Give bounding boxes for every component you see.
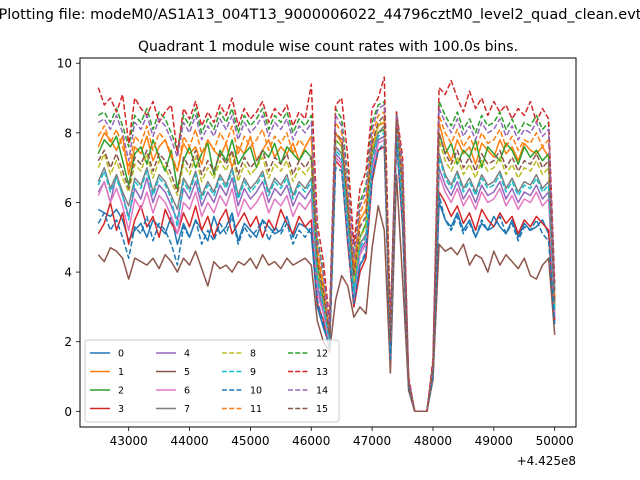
- x-tick-label: 44000: [170, 434, 208, 448]
- series-layer: [97, 76, 556, 413]
- legend-box: [84, 339, 340, 423]
- x-tick-label: 43000: [110, 434, 148, 448]
- series-line-8: [97, 118, 556, 413]
- series-line-3: [97, 139, 556, 413]
- x-tick-label: 48000: [414, 434, 452, 448]
- y-axis: 0 2 4 6 8 10: [57, 57, 80, 419]
- legend-label-15: 15: [316, 404, 328, 415]
- x-tick-label: 46000: [292, 434, 330, 448]
- series-line-10: [97, 139, 556, 413]
- x-tick-label: 47000: [353, 434, 391, 448]
- legend-label-4: 4: [184, 349, 190, 360]
- legend-label-5: 5: [184, 367, 190, 378]
- chart-title: Quadrant 1 module wise count rates with …: [138, 39, 518, 55]
- legend-label-14: 14: [316, 386, 328, 397]
- legend-label-7: 7: [184, 404, 190, 415]
- legend-label-10: 10: [250, 386, 262, 397]
- series-line-9: [97, 128, 556, 413]
- series-line-6: [97, 135, 556, 413]
- y-tick-label: 6: [64, 196, 72, 210]
- y-tick-label: 2: [64, 335, 72, 349]
- x-offset-label: +4.425e8: [517, 454, 576, 468]
- y-tick-label: 4: [64, 266, 72, 280]
- x-tick-label: 45000: [231, 434, 269, 448]
- legend-label-0: 0: [118, 349, 124, 360]
- legend-label-9: 9: [250, 367, 256, 378]
- series-line-14: [97, 104, 556, 413]
- series-line-15: [97, 114, 556, 413]
- y-tick-label: 0: [64, 405, 72, 419]
- x-axis: 43000 44000 45000 46000 47000 48000 49000 50000: [110, 427, 574, 448]
- legend-label-2: 2: [118, 386, 124, 397]
- legend-label-3: 3: [118, 404, 124, 415]
- legend-label-1: 1: [118, 367, 124, 378]
- legend-label-11: 11: [250, 404, 262, 415]
- legend-label-6: 6: [184, 386, 190, 397]
- legend-label-8: 8: [250, 349, 256, 360]
- legend-label-12: 12: [316, 349, 328, 360]
- figure-suptitle: Plotting file: modeM0/AS1A13_004T13_9000…: [0, 7, 640, 23]
- legend-label-13: 13: [316, 367, 328, 378]
- axes-frame: [79, 57, 577, 428]
- y-tick-label: 8: [64, 126, 72, 140]
- x-tick-label: 50000: [536, 434, 574, 448]
- y-tick-label: 10: [57, 57, 72, 71]
- series-line-13: [97, 76, 556, 413]
- x-tick-label: 49000: [475, 434, 513, 448]
